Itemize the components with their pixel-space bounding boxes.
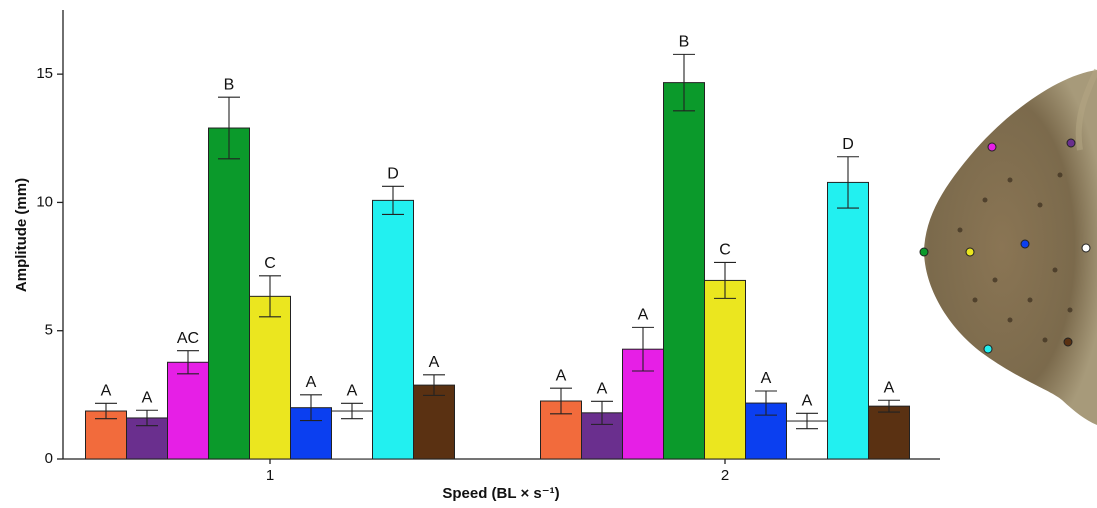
error-bar (95, 402, 117, 420)
significance-letter: AC (177, 330, 199, 347)
significance-letter: A (802, 393, 813, 410)
bar (372, 199, 414, 460)
error-bar (837, 156, 859, 209)
significance-letter: A (884, 379, 895, 396)
significance-letter: C (719, 242, 731, 259)
error-bar (755, 390, 777, 416)
significance-letter: A (306, 374, 317, 391)
significance-letter: A (101, 383, 112, 400)
significance-letter: A (556, 367, 567, 384)
error-bar (878, 399, 900, 413)
bar (167, 361, 209, 460)
significance-letter: B (679, 34, 690, 51)
y-axis-label: Amplitude (mm) (13, 178, 30, 292)
bar (868, 405, 910, 460)
error-bar (632, 326, 654, 372)
y-tick-label: 5 (45, 322, 53, 339)
x-axis-label: Speed (BL × s⁻¹) (442, 485, 559, 502)
error-bar (591, 400, 613, 425)
y-tick-label: 0 (45, 450, 53, 467)
significance-letter: A (638, 307, 649, 324)
bar (827, 181, 869, 460)
significance-letter: B (224, 76, 235, 93)
bar (663, 82, 705, 460)
bar (704, 279, 746, 460)
error-bar (550, 387, 572, 415)
y-tick-label: 10 (36, 193, 53, 210)
error-bar (218, 96, 240, 160)
significance-letter: A (347, 383, 358, 400)
error-bar (673, 53, 695, 112)
error-bar (714, 261, 736, 299)
error-bar (796, 412, 818, 430)
error-bar (341, 402, 363, 420)
significance-letter: A (429, 354, 440, 371)
x-tick-label: 1 (266, 467, 274, 484)
bar (249, 295, 291, 460)
error-bar (382, 185, 404, 216)
bar (208, 127, 250, 460)
y-tick-label: 15 (36, 65, 53, 82)
error-bar (136, 409, 158, 427)
error-bar (177, 350, 199, 375)
significance-letter: A (761, 370, 772, 387)
error-bar (423, 374, 445, 396)
significance-letter: A (142, 389, 153, 406)
significance-letter: A (597, 380, 608, 397)
significance-letter: D (387, 165, 399, 182)
significance-letter: C (264, 255, 276, 272)
error-bar (300, 394, 322, 422)
error-bar (259, 275, 281, 318)
bar (413, 384, 455, 460)
significance-letter: D (842, 136, 854, 153)
x-tick-label: 2 (721, 467, 729, 484)
fin-photo (919, 68, 1097, 425)
